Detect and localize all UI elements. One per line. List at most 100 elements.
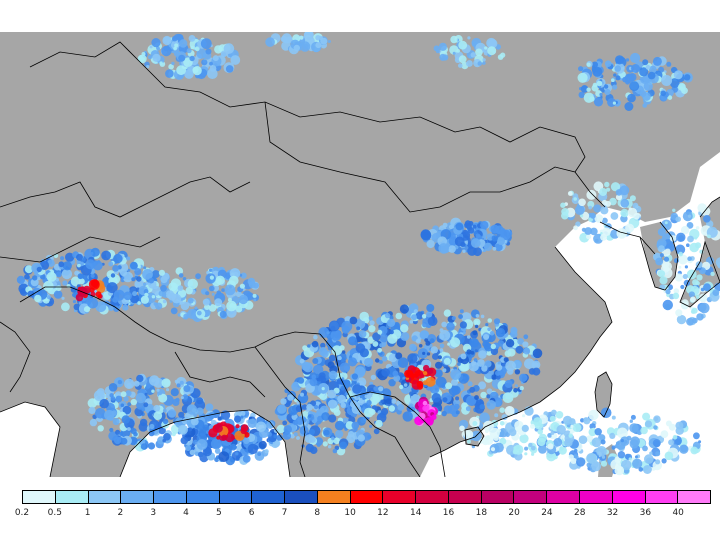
precip-cell bbox=[627, 207, 638, 218]
precip-cell bbox=[161, 378, 171, 388]
precip-cell bbox=[168, 282, 178, 292]
precip-cell bbox=[481, 61, 486, 65]
precip-cell bbox=[105, 393, 110, 398]
precip-cell bbox=[616, 228, 628, 239]
precip-cell bbox=[328, 370, 338, 380]
precip-cell bbox=[462, 331, 466, 335]
precip-cell bbox=[147, 442, 156, 450]
precip-cell bbox=[505, 432, 510, 437]
precip-cell bbox=[657, 270, 666, 278]
precip-cell bbox=[239, 283, 245, 289]
precip-cell bbox=[675, 244, 686, 255]
precip-cell bbox=[229, 443, 237, 451]
precip-cell bbox=[505, 360, 516, 372]
precip-cell bbox=[625, 58, 630, 62]
precip-cell bbox=[368, 316, 373, 321]
precip-cell bbox=[495, 370, 501, 376]
precip-cell bbox=[655, 257, 664, 266]
precip-cell bbox=[701, 206, 711, 216]
precip-cell bbox=[313, 364, 324, 375]
precipitation-legend-ticks: 0.2 0.5 1 2 3 4 5 6 7 8 10 12 14 16 18 20 24 28 32 36 40 bbox=[0, 508, 720, 524]
precip-cell bbox=[143, 402, 149, 408]
precip-cell bbox=[247, 418, 257, 428]
precip-cell bbox=[240, 415, 244, 419]
precip-cell bbox=[143, 266, 147, 270]
precip-cell bbox=[369, 424, 373, 428]
precip-cell bbox=[611, 445, 616, 450]
precip-cell bbox=[607, 98, 617, 107]
precip-cell bbox=[173, 46, 177, 51]
precip-cell bbox=[455, 222, 464, 231]
precip-cell bbox=[588, 205, 593, 210]
precipitation-layer bbox=[16, 32, 720, 476]
precip-cell bbox=[151, 270, 160, 279]
precip-cell bbox=[152, 53, 161, 62]
precip-cell bbox=[162, 418, 169, 425]
precip-cell bbox=[568, 433, 573, 438]
precip-cell bbox=[97, 425, 104, 432]
precip-cell bbox=[504, 406, 515, 416]
precip-cell bbox=[122, 405, 132, 415]
precip-cell bbox=[149, 45, 153, 49]
precip-cell bbox=[314, 405, 319, 410]
precip-cell bbox=[679, 444, 689, 454]
precip-cell bbox=[442, 54, 449, 61]
precip-cell bbox=[427, 316, 438, 326]
precip-cell bbox=[416, 380, 424, 388]
precip-cell bbox=[422, 322, 428, 328]
precip-cell bbox=[661, 259, 670, 268]
precip-cell bbox=[521, 424, 529, 432]
precip-cell bbox=[318, 347, 328, 356]
precip-cell bbox=[689, 242, 699, 253]
precip-cell bbox=[122, 304, 129, 311]
precip-cell bbox=[409, 320, 414, 324]
precip-cell bbox=[247, 443, 258, 455]
precip-cell bbox=[178, 273, 184, 278]
precip-cell bbox=[235, 424, 240, 429]
precip-cell bbox=[586, 234, 592, 240]
precip-cell bbox=[672, 434, 678, 440]
precip-cell bbox=[125, 390, 132, 397]
precip-cell bbox=[640, 426, 648, 435]
precip-cell bbox=[387, 318, 396, 327]
precip-cell bbox=[108, 261, 114, 267]
precip-cell bbox=[590, 227, 598, 236]
precip-cell bbox=[342, 379, 351, 388]
precip-cell bbox=[178, 424, 188, 435]
precip-cell bbox=[364, 394, 369, 399]
precip-cell bbox=[551, 409, 557, 416]
precip-cell bbox=[437, 411, 442, 416]
precip-cell bbox=[402, 376, 406, 380]
precip-cell bbox=[300, 417, 307, 423]
precip-cell bbox=[186, 404, 198, 415]
precip-cell bbox=[480, 221, 489, 230]
precip-cell bbox=[517, 338, 524, 345]
precip-cell bbox=[538, 444, 547, 454]
precip-cell bbox=[352, 384, 362, 394]
precip-cell bbox=[663, 256, 670, 262]
precip-cell bbox=[703, 283, 711, 292]
precip-cell bbox=[694, 236, 698, 240]
legend-swatch bbox=[88, 491, 122, 503]
precip-cell bbox=[442, 368, 447, 373]
precip-cell bbox=[137, 301, 141, 305]
precip-cell bbox=[684, 265, 689, 269]
precip-cell bbox=[564, 438, 573, 447]
precip-cell bbox=[252, 293, 257, 298]
precip-cell bbox=[472, 224, 477, 229]
country-borders bbox=[0, 41, 720, 477]
precip-cell bbox=[136, 374, 144, 383]
precip-cell bbox=[163, 433, 171, 441]
precip-cell bbox=[435, 376, 447, 388]
precip-cell bbox=[617, 451, 626, 459]
precip-cell bbox=[151, 38, 161, 48]
precip-cell bbox=[452, 51, 456, 55]
precip-cell bbox=[130, 398, 137, 406]
precip-cell bbox=[372, 393, 377, 399]
precip-cell bbox=[553, 437, 563, 447]
precip-cell bbox=[349, 316, 358, 325]
precip-cell bbox=[397, 357, 409, 369]
precip-cell bbox=[606, 187, 611, 192]
precip-cell bbox=[403, 383, 408, 387]
precip-cell bbox=[466, 349, 472, 355]
